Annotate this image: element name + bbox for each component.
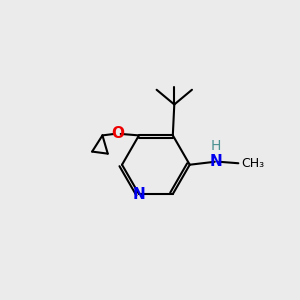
Text: H: H [211,140,221,154]
Text: N: N [133,187,145,202]
Text: N: N [210,154,223,169]
Text: CH₃: CH₃ [241,157,264,170]
Text: O: O [111,126,124,141]
